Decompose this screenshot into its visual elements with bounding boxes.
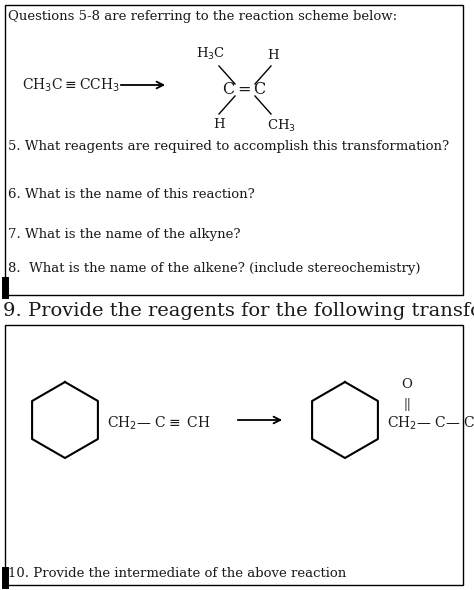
- Text: H: H: [267, 49, 279, 62]
- Text: 8.  What is the name of the alkene? (include stereochemistry): 8. What is the name of the alkene? (incl…: [8, 262, 420, 275]
- Text: CH$_3$C$\equiv$CCH$_3$: CH$_3$C$\equiv$CCH$_3$: [22, 76, 120, 94]
- Bar: [5, 325, 463, 585]
- Text: O: O: [401, 378, 412, 391]
- Text: C$=$C: C$=$C: [222, 81, 268, 99]
- Text: 6. What is the name of this reaction?: 6. What is the name of this reaction?: [8, 188, 255, 201]
- Text: CH$_3$: CH$_3$: [267, 118, 296, 134]
- Text: 7. What is the name of the alkyne?: 7. What is the name of the alkyne?: [8, 228, 240, 241]
- Text: 9. Provide the reagents for the following transformation: 9. Provide the reagents for the followin…: [3, 302, 474, 320]
- Text: H$_3$C: H$_3$C: [196, 46, 225, 62]
- Text: 10. Provide the intermediate of the above reaction: 10. Provide the intermediate of the abov…: [8, 567, 346, 580]
- Text: Questions 5-8 are referring to the reaction scheme below:: Questions 5-8 are referring to the react…: [8, 10, 397, 23]
- Text: CH$_2$— C— CH$_3$: CH$_2$— C— CH$_3$: [387, 414, 474, 432]
- Bar: [5, 5, 463, 295]
- Text: 5. What reagents are required to accomplish this transformation?: 5. What reagents are required to accompl…: [8, 140, 449, 153]
- Text: H: H: [213, 118, 225, 131]
- Text: ||: ||: [403, 398, 411, 411]
- Text: CH$_2$— C$\equiv$ CH: CH$_2$— C$\equiv$ CH: [107, 414, 210, 432]
